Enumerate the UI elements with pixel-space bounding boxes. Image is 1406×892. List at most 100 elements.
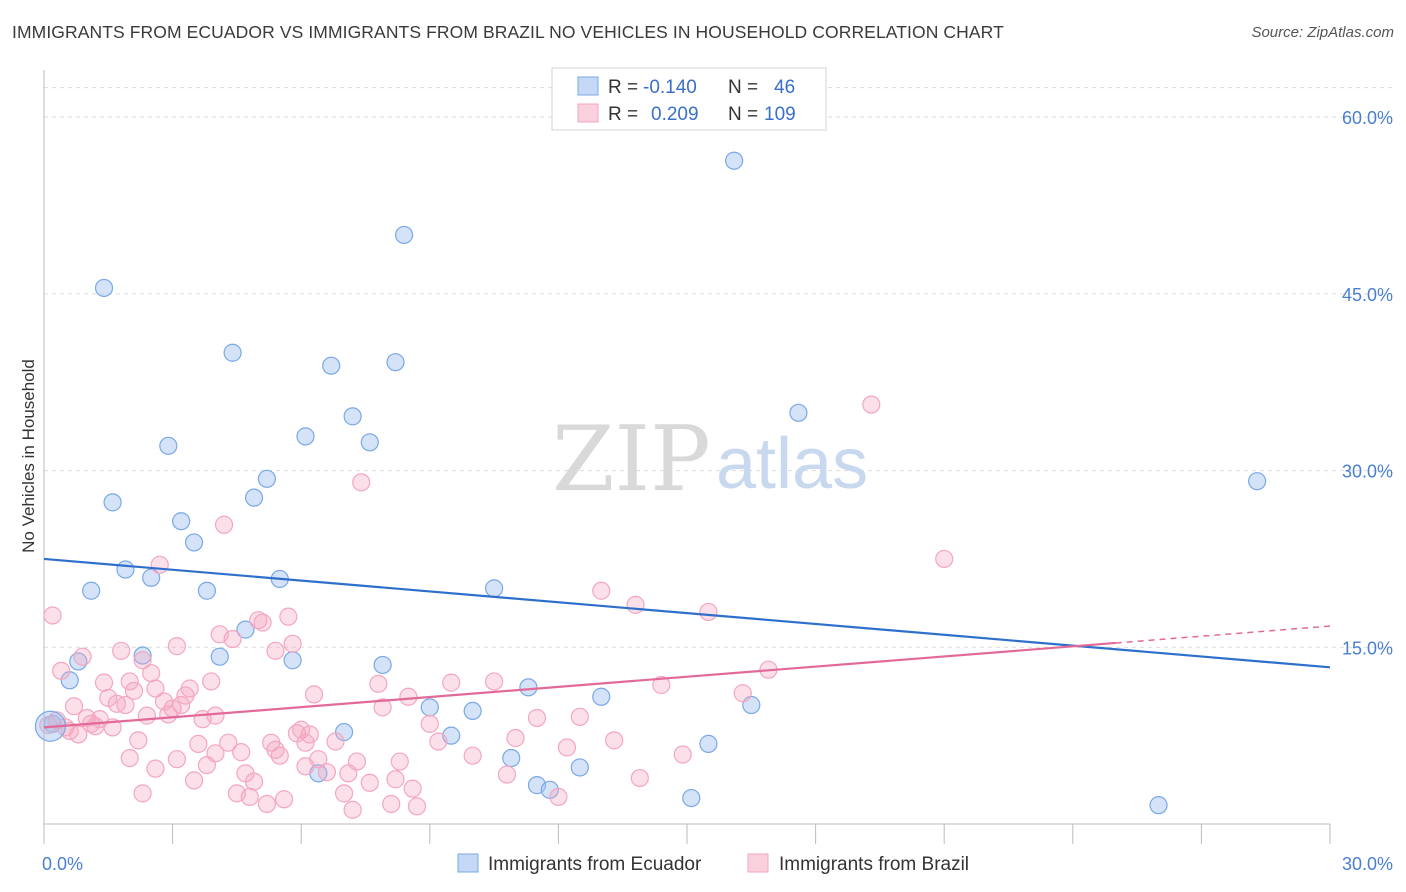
ecuador-point bbox=[373, 655, 392, 675]
brazil-point bbox=[69, 725, 88, 744]
ecuador-point bbox=[133, 646, 152, 665]
ecuador-point bbox=[103, 493, 122, 512]
brazil-point bbox=[124, 681, 144, 700]
legend-swatch-brazil bbox=[577, 103, 599, 123]
ecuador-point bbox=[116, 560, 135, 579]
x-tick-labels: 0.0% 30.0% bbox=[42, 854, 1393, 874]
ecuador-point bbox=[570, 758, 589, 777]
y-axis-label: No Vehicles in Household bbox=[19, 359, 38, 553]
brazil-point bbox=[630, 768, 649, 788]
legend-n-label-brazil: N = bbox=[728, 104, 758, 125]
ecuador-point bbox=[699, 734, 718, 753]
ecuador-point bbox=[197, 581, 216, 600]
brazil-point bbox=[317, 763, 337, 782]
brazil-point bbox=[137, 706, 156, 725]
ecuador-point bbox=[172, 512, 191, 531]
brazil-point bbox=[112, 641, 131, 660]
legend-swatch-ecuador bbox=[577, 76, 599, 96]
legend-r-label-ecuador: R = bbox=[608, 77, 638, 98]
brazil-point bbox=[420, 714, 439, 733]
brazil-point bbox=[279, 607, 298, 626]
brazil-point bbox=[485, 672, 504, 691]
brazil-point bbox=[373, 698, 392, 717]
brazil-point bbox=[240, 787, 259, 807]
brazil-point bbox=[206, 706, 225, 725]
ecuador-point bbox=[360, 433, 379, 452]
brazil-point bbox=[167, 750, 186, 769]
source-credit: Source: ZipAtlas.com bbox=[1251, 24, 1394, 41]
brazil-point bbox=[219, 733, 238, 752]
ecuador-point bbox=[682, 788, 701, 808]
legend-n-value-ecuador: 46 bbox=[774, 77, 795, 98]
brazil-point bbox=[570, 707, 589, 726]
x-tick-label: 0.0% bbox=[42, 854, 83, 874]
brazil-point bbox=[274, 790, 294, 809]
ecuador-point bbox=[236, 620, 255, 639]
brazil-point bbox=[172, 695, 191, 715]
brazil-point bbox=[283, 634, 302, 653]
brazil-point bbox=[167, 637, 186, 656]
ecuador-point bbox=[463, 701, 482, 721]
legend-r-value-ecuador: -0.140 bbox=[643, 77, 697, 98]
brazil-point bbox=[699, 602, 718, 622]
brazil-point bbox=[326, 732, 345, 751]
watermark-zip: ZIP bbox=[552, 407, 711, 512]
brazil-point bbox=[214, 515, 234, 534]
brazil-point bbox=[626, 595, 645, 614]
brazil-point bbox=[94, 673, 114, 692]
brazil-point bbox=[352, 473, 371, 492]
ecuador-point bbox=[394, 225, 414, 245]
brazil-point bbox=[244, 772, 264, 791]
brazil-point bbox=[43, 606, 62, 625]
chart-title: IMMIGRANTS FROM ECUADOR VS IMMIGRANTS FR… bbox=[12, 22, 1004, 42]
ecuador-point bbox=[485, 579, 504, 598]
trend-lines bbox=[43, 557, 1331, 729]
y-tick-label: 45.0% bbox=[1342, 285, 1393, 305]
brazil-point bbox=[52, 661, 71, 680]
ecuador-point bbox=[1248, 472, 1267, 491]
brazil-point bbox=[146, 759, 165, 778]
brazil-point bbox=[403, 779, 422, 798]
brazil-point bbox=[189, 734, 208, 753]
ecuador-point bbox=[502, 748, 521, 768]
brazil-point bbox=[129, 731, 148, 750]
ecuador-point bbox=[343, 407, 362, 426]
watermark-atlas: atlas bbox=[716, 424, 868, 504]
ecuador-point bbox=[159, 436, 178, 455]
y-tick-label: 60.0% bbox=[1342, 108, 1393, 128]
brazil-point bbox=[73, 647, 92, 666]
ecuador-point bbox=[725, 151, 744, 170]
brazil-point bbox=[253, 613, 272, 632]
brazil-point bbox=[64, 697, 84, 716]
legend-n-value-brazil: 109 bbox=[764, 104, 796, 125]
ecuador-point bbox=[322, 356, 341, 375]
ecuador-point bbox=[592, 687, 611, 706]
ecuador-point bbox=[210, 647, 229, 666]
brazil-point bbox=[527, 708, 547, 728]
legend-r-value-brazil: 0.209 bbox=[651, 104, 699, 125]
ecuador-point bbox=[789, 403, 808, 422]
brazil-point bbox=[232, 743, 251, 762]
brazil-point bbox=[733, 684, 752, 703]
legend-n-label-ecuador: N = bbox=[728, 77, 758, 98]
ecuador-point bbox=[244, 488, 264, 507]
brazil-point bbox=[407, 797, 427, 816]
y-tick-label: 30.0% bbox=[1342, 462, 1393, 482]
brazil-point bbox=[133, 651, 152, 670]
brazil-point bbox=[304, 685, 324, 704]
ecuador-trend-line bbox=[43, 557, 1331, 669]
ecuador-point bbox=[296, 427, 315, 446]
series-legend: Immigrants from Ecuador Immigrants from … bbox=[457, 853, 969, 875]
brazil-point bbox=[266, 740, 285, 759]
ecuador-point bbox=[142, 568, 161, 587]
brazil-point bbox=[360, 773, 379, 792]
brazil-point bbox=[935, 549, 954, 569]
brazil-point bbox=[382, 794, 401, 814]
ecuador-point bbox=[223, 343, 242, 362]
ecuador-point bbox=[1149, 796, 1168, 815]
zipatlas-watermark: ZIP atlas bbox=[552, 407, 868, 512]
series-swatch-brazil bbox=[747, 853, 769, 873]
data-points bbox=[34, 151, 1267, 819]
brazil-point bbox=[223, 629, 242, 649]
